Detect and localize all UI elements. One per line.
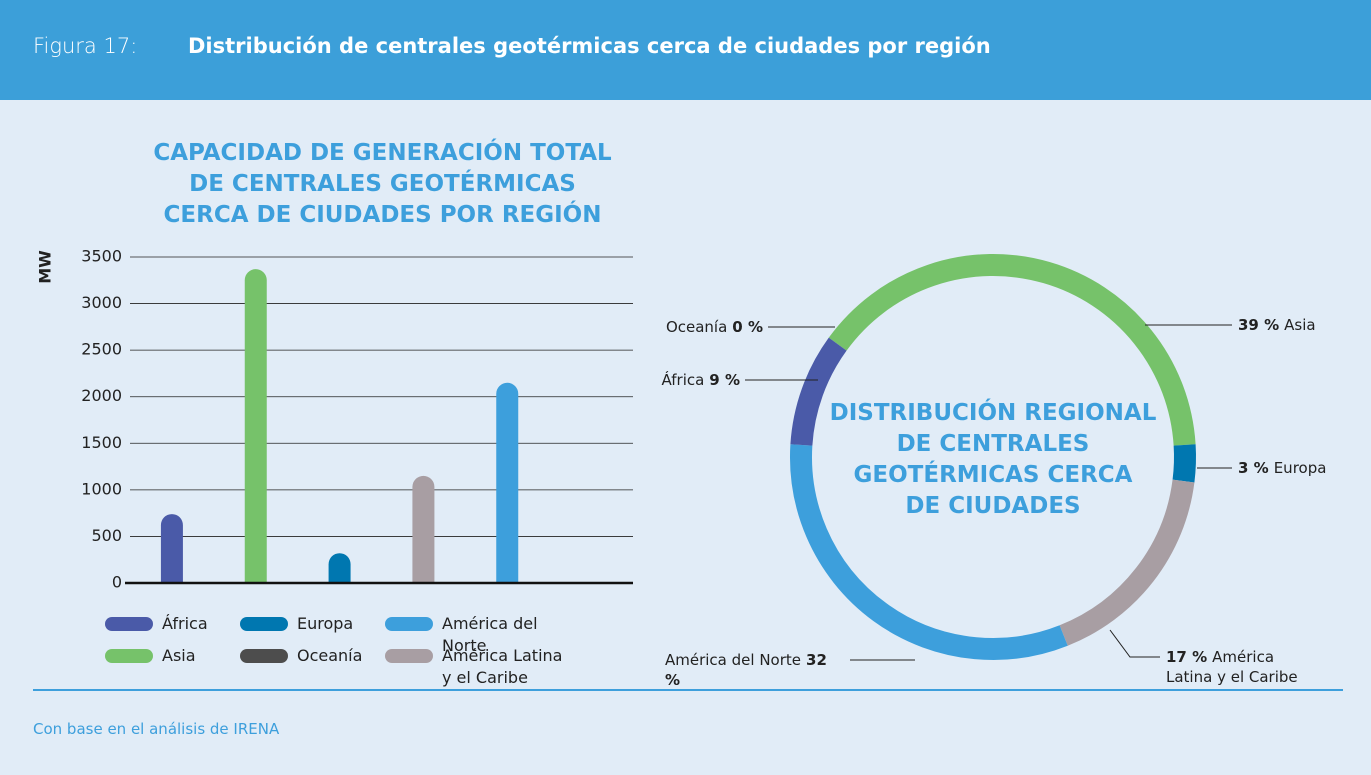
legend-swatch: [385, 649, 433, 663]
y-tick-label: 1500: [81, 433, 122, 452]
y-tick-label: 2000: [81, 386, 122, 405]
legend-swatch: [240, 649, 288, 663]
legend-swatch: [105, 649, 153, 663]
leader-line: [1109, 629, 1160, 658]
slice-value: 9 %: [709, 371, 740, 389]
slice-value: 0 %: [732, 318, 763, 336]
ring-segment: [828, 254, 1196, 446]
slice-name: Asia: [1284, 316, 1316, 334]
legend-swatch: [240, 617, 288, 631]
bar: [244, 269, 267, 583]
slice-name: Europa: [1273, 459, 1327, 477]
y-tick-label: 3000: [81, 293, 122, 312]
bar: [160, 514, 183, 583]
legend-label: Europa: [297, 614, 354, 633]
bar: [412, 475, 435, 583]
bar: [496, 382, 519, 583]
y-tick-label: 2500: [81, 340, 122, 359]
bar: [328, 553, 351, 583]
legend-label: Oceanía: [297, 646, 363, 665]
slice-name: América del Norte: [665, 651, 802, 669]
legend-swatch: [105, 617, 153, 631]
bar-title: CAPACIDAD DE GENERACIÓN TOTAL DE CENTRAL…: [153, 140, 612, 228]
y-tick-label: 500: [91, 526, 122, 545]
figure-title: Distribución de centrales geotérmicas ce…: [188, 34, 991, 58]
slice-label: América del Norte 32 %: [665, 650, 845, 690]
slice-label: Oceanía 0 %: [666, 317, 763, 337]
slice-label: 3 % Europa: [1238, 458, 1326, 478]
y-tick-label: 0: [112, 573, 122, 592]
ring-segment: [1172, 444, 1196, 483]
slice-label: 17 % América Latina y el Caribe: [1166, 647, 1298, 687]
slice-name: Oceanía: [665, 318, 728, 336]
source-note: Con base en el análisis de IRENA: [33, 720, 280, 738]
slice-value: 17 %: [1166, 648, 1208, 666]
ring-segment: [1059, 479, 1195, 646]
slice-label: 39 % Asia: [1238, 315, 1316, 335]
legend-label: América del Norte: [442, 614, 538, 655]
pie-title: DISTRIBUCIÓN REGIONAL DE CENTRALES GEOTÉ…: [829, 400, 1157, 519]
header-band: Figura 17: Distribución de centrales geo…: [0, 0, 1371, 100]
y-tick-label: 1000: [81, 479, 122, 498]
ring-segment: [790, 337, 847, 446]
slice-name: América Latina y el Caribe: [1166, 648, 1298, 686]
y-axis-label: MW: [36, 250, 55, 284]
slice-name: África: [661, 371, 705, 389]
slice-value: 39 %: [1238, 316, 1280, 334]
legend-label: Asia: [162, 646, 196, 665]
figure-label: Figura 17:: [33, 34, 138, 58]
legend-swatch: [385, 617, 433, 631]
slice-value: 3 %: [1238, 459, 1269, 477]
legend-label: América Latina y el Caribe: [442, 646, 563, 687]
ring-segment: [790, 444, 1068, 660]
slice-value: 32 %: [665, 651, 827, 689]
y-tick-label: 3500: [81, 247, 122, 266]
slice-label: África 9 %: [662, 370, 740, 390]
legend-label: África: [162, 614, 208, 633]
